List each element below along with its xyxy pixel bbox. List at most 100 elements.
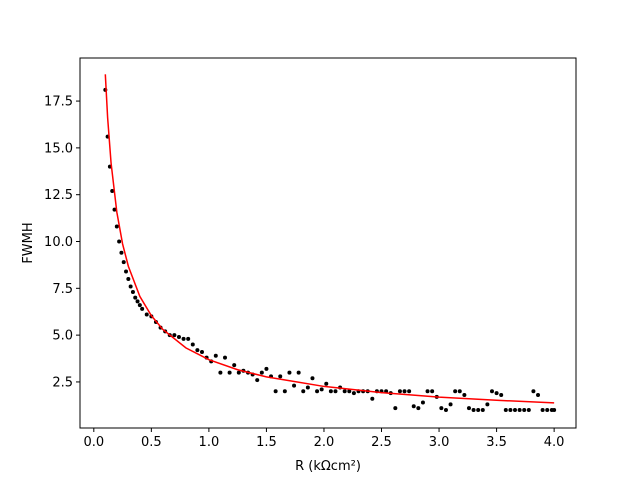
data-point — [370, 396, 375, 401]
data-point — [462, 393, 467, 398]
data-point — [508, 408, 513, 413]
data-point — [531, 389, 536, 394]
data-point — [190, 342, 195, 347]
y-axis-label: FWMH — [21, 222, 36, 263]
data-point — [310, 376, 315, 381]
data-point — [296, 370, 301, 375]
y-tick-label: 12.5 — [44, 188, 73, 203]
data-point — [282, 389, 287, 394]
x-tick-label: 2.5 — [371, 435, 392, 450]
y-tick-label: 15.0 — [44, 141, 73, 156]
y-tick-label: 17.5 — [44, 95, 73, 110]
data-point — [112, 207, 117, 212]
data-point — [292, 383, 297, 388]
data-point — [552, 408, 557, 413]
fit-line — [104, 74, 555, 404]
data-point — [540, 408, 545, 413]
data-point — [513, 408, 518, 413]
y-tick-label: 7.5 — [52, 282, 73, 297]
x-tick-label: 0.0 — [83, 435, 104, 450]
plot-area — [103, 74, 557, 413]
data-point — [457, 389, 462, 394]
data-point — [128, 284, 133, 289]
data-point — [181, 336, 186, 341]
x-axis-label: R (kΩcm²) — [295, 459, 361, 474]
data-point — [255, 378, 260, 383]
data-point — [130, 290, 135, 295]
x-tick-label: 4.0 — [544, 435, 565, 450]
data-point — [176, 334, 181, 339]
data-point — [287, 370, 292, 375]
data-point — [503, 408, 508, 413]
data-point — [172, 333, 177, 338]
x-tick-label: 0.5 — [141, 435, 162, 450]
data-point — [186, 336, 191, 341]
data-point — [144, 312, 149, 317]
data-point — [347, 389, 352, 394]
data-point — [430, 389, 435, 394]
data-point — [227, 370, 232, 375]
data-point — [328, 389, 333, 394]
data-point — [393, 406, 398, 411]
data-point — [124, 269, 129, 274]
data-point — [448, 402, 453, 407]
data-point — [485, 402, 490, 407]
data-point — [264, 366, 269, 371]
data-point — [137, 303, 142, 308]
data-point — [324, 381, 329, 386]
data-point — [494, 391, 499, 396]
data-point — [301, 389, 306, 394]
data-point — [439, 406, 444, 411]
data-point — [342, 389, 347, 394]
data-point — [135, 299, 140, 304]
data-point — [273, 389, 278, 394]
data-point — [476, 408, 481, 413]
data-point — [411, 404, 416, 409]
data-point — [489, 389, 494, 394]
data-point — [397, 389, 402, 394]
data-point — [425, 389, 430, 394]
x-tick-label: 3.5 — [486, 435, 507, 450]
data-point — [471, 408, 476, 413]
data-point — [420, 400, 425, 405]
data-point — [416, 406, 421, 411]
data-point — [259, 370, 264, 375]
data-point — [213, 353, 218, 358]
data-point — [119, 250, 124, 255]
data-point — [121, 260, 126, 265]
data-point — [236, 370, 241, 375]
data-point — [536, 393, 541, 398]
data-point — [110, 188, 115, 193]
y-tick-label: 5.0 — [52, 329, 73, 344]
data-point — [133, 295, 138, 300]
x-tick-label: 2.0 — [314, 435, 335, 450]
data-point — [223, 355, 228, 360]
axes-frame — [79, 57, 577, 429]
data-point — [140, 306, 145, 311]
data-point — [199, 349, 204, 354]
data-point — [117, 239, 122, 244]
x-tick-label: 1.5 — [256, 435, 277, 450]
data-point — [499, 393, 504, 398]
data-point — [126, 276, 131, 281]
data-point — [443, 408, 448, 413]
data-point — [453, 389, 458, 394]
data-point — [480, 408, 485, 413]
data-point — [232, 363, 237, 368]
x-tick-label: 3.0 — [429, 435, 450, 450]
data-point — [114, 224, 119, 229]
data-point — [545, 408, 550, 413]
data-point — [407, 389, 412, 394]
data-point — [466, 406, 471, 411]
data-point — [526, 408, 531, 413]
data-point — [333, 389, 338, 394]
data-point — [195, 348, 200, 353]
data-point — [319, 387, 324, 392]
data-point — [402, 389, 407, 394]
data-point — [522, 408, 527, 413]
data-point — [218, 370, 223, 375]
x-tick-label: 1.0 — [199, 435, 220, 450]
data-point — [315, 389, 320, 394]
